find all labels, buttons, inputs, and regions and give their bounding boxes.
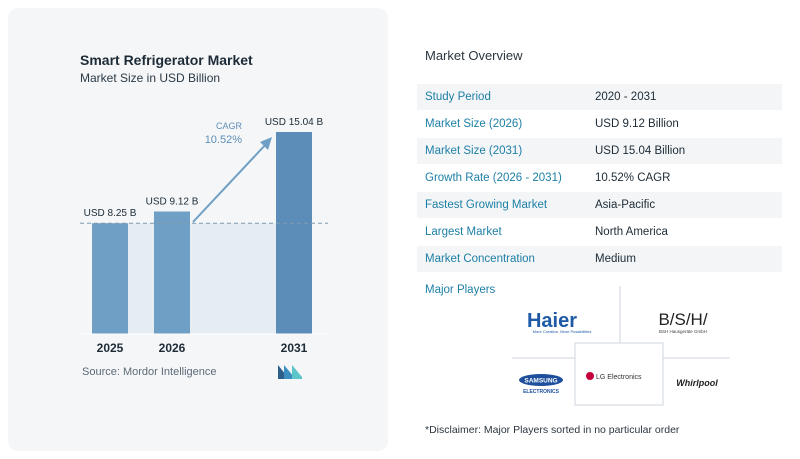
- cagr-value: 10.52%: [205, 134, 243, 146]
- disclaimer-text: *Disclaimer: Major Players sorted in no …: [425, 424, 680, 436]
- x-tick-label: 2025: [97, 341, 124, 355]
- mordor-logo-icon: [278, 365, 302, 379]
- bar-chart: USD 8.25 B USD 9.12 B USD 15.04 B 2025 2026 2…: [80, 117, 330, 355]
- data-label: USD 15.04 B: [265, 117, 324, 128]
- samsung-tagline: ELECTRONICS: [523, 389, 560, 395]
- market-overview-title: Market Overview: [425, 48, 523, 63]
- overview-row: Largest Market North America: [417, 219, 782, 246]
- overview-row-value: USD 15.04 Billion: [595, 145, 686, 157]
- overview-row-value: 10.52% CAGR: [595, 172, 671, 184]
- whirlpool-logo: Whirlpool: [676, 378, 718, 388]
- cagr-label: CAGR: [216, 121, 243, 131]
- source-text: Source: Mordor Intelligence: [82, 366, 217, 378]
- overview-row-value: North America: [595, 226, 668, 238]
- bar-2031: [276, 132, 312, 334]
- overview-row-value: Asia-Pacific: [595, 199, 656, 211]
- chart-title: Smart Refrigerator Market: [80, 52, 253, 68]
- overview-row-label: Study Period: [425, 91, 491, 103]
- overview-row: Market Concentration Medium: [417, 246, 782, 273]
- bar-2026: [154, 211, 190, 334]
- x-tick-label: 2031: [281, 341, 308, 355]
- bsh-tagline: BSH Hausgeräte GmbH: [659, 329, 707, 334]
- lg-logo: LG Electronics: [596, 374, 642, 381]
- overview-row-label: Fastest Growing Market: [425, 199, 548, 211]
- overview-row-label: Market Size (2026): [425, 118, 523, 130]
- data-label: USD 8.25 B: [84, 208, 137, 219]
- overview-row-value: 2020 - 2031: [595, 91, 657, 103]
- overview-row-value: USD 9.12 Billion: [595, 118, 679, 130]
- overview-row-label: Market Size (2031): [425, 145, 523, 157]
- overview-row: Market Size (2026) USD 9.12 Billion: [417, 111, 782, 138]
- chart-subtitle: Market Size in USD Billion: [80, 71, 221, 85]
- cagr-arrowhead-icon: [260, 137, 272, 150]
- data-label: USD 9.12 B: [146, 197, 199, 208]
- overview-row-label: Market Concentration: [425, 253, 535, 265]
- haier-logo: Haier: [527, 310, 577, 332]
- haier-tagline: More Creation, More Possibilities: [533, 329, 592, 334]
- overview-row: Study Period 2020 - 2031: [417, 84, 782, 111]
- overview-row: Fastest Growing Market Asia-Pacific: [417, 192, 782, 219]
- cagr-arrow: [192, 141, 269, 223]
- samsung-logo: SAMSUNG: [524, 378, 557, 385]
- overview-row: Growth Rate (2026 - 2031) 10.52% CAGR: [417, 165, 782, 192]
- major-players-title: Major Players: [425, 284, 496, 296]
- overview-row: Market Size (2031) USD 15.04 Billion: [417, 138, 782, 165]
- bsh-logo: B/S/H/: [658, 310, 707, 329]
- overview-row-label: Largest Market: [425, 226, 502, 238]
- overview-row-label: Growth Rate (2026 - 2031): [425, 172, 562, 184]
- bar-2025: [92, 223, 128, 334]
- lg-logo-icon: [586, 372, 594, 380]
- market-overview-table: Study Period 2020 - 2031 Market Size (2026…: [417, 84, 782, 273]
- x-tick-label: 2026: [159, 341, 186, 355]
- samsung-logo-icon: [519, 374, 563, 386]
- overview-row-value: Medium: [595, 253, 636, 265]
